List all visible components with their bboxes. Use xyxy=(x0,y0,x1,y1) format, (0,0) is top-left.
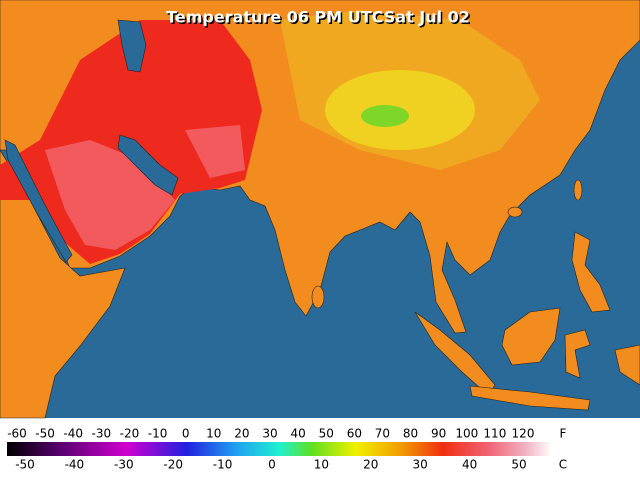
fahrenheit-label: 70 xyxy=(375,427,390,441)
new-guinea xyxy=(614,344,640,386)
fahrenheit-label: 80 xyxy=(403,427,418,441)
title: Temperature 06 PM UTCSat Jul 02 xyxy=(166,8,470,27)
unit-f: F xyxy=(560,427,567,441)
borneo xyxy=(501,307,561,366)
philippines xyxy=(571,231,611,313)
celsius-label: -50 xyxy=(15,458,35,472)
fahrenheit-label: -60 xyxy=(7,427,27,441)
celsius-label: 50 xyxy=(511,458,526,472)
celsius-label: 30 xyxy=(413,458,428,472)
fahrenheit-label: -30 xyxy=(92,427,112,441)
fahrenheit-label: -50 xyxy=(35,427,55,441)
taiwan xyxy=(573,179,583,201)
fahrenheit-label: 110 xyxy=(483,427,506,441)
persian-gulf xyxy=(117,134,179,196)
hottest-region xyxy=(45,125,245,250)
fahrenheit-label: 20 xyxy=(234,427,249,441)
map: Temperature 06 PM UTCSat Jul 02 Temperat… xyxy=(0,0,640,419)
fahrenheit-label: 30 xyxy=(262,427,277,441)
fahrenheit-label: 10 xyxy=(206,427,221,441)
celsius-label: -20 xyxy=(163,458,183,472)
africa xyxy=(0,149,126,419)
sulawesi xyxy=(564,329,591,379)
celsius-label: 20 xyxy=(363,458,378,472)
celsius-label: 0 xyxy=(268,458,276,472)
fahrenheit-label: 0 xyxy=(182,427,190,441)
color-legend: F C -60 -50 -40 -30 -20 -10 0 10 20 30 40 50 60 70 80 9… xyxy=(7,427,567,472)
red-sea xyxy=(4,139,73,263)
java xyxy=(469,385,591,411)
fahrenheit-label: -10 xyxy=(148,427,168,441)
cool-region xyxy=(361,105,409,127)
fahrenheit-label: 100 xyxy=(455,427,478,441)
fahrenheit-label: 60 xyxy=(347,427,362,441)
title-shadow: Temperature 06 PM UTCSat Jul 02 xyxy=(168,9,472,28)
fahrenheit-label: -20 xyxy=(120,427,140,441)
color-scale xyxy=(7,442,552,456)
fahrenheit-label: 120 xyxy=(512,427,535,441)
unit-c: C xyxy=(559,458,567,472)
fahrenheit-label: 40 xyxy=(290,427,305,441)
celsius-label: 10 xyxy=(314,458,329,472)
celsius-label: -30 xyxy=(114,458,134,472)
celsius-label: -40 xyxy=(65,458,85,472)
caspian-sea xyxy=(117,19,147,73)
fahrenheit-label: -40 xyxy=(63,427,83,441)
celsius-label: -10 xyxy=(213,458,233,472)
fahrenheit-label: 90 xyxy=(431,427,446,441)
celsius-label: 40 xyxy=(462,458,477,472)
fahrenheit-label: 50 xyxy=(319,427,334,441)
hainan xyxy=(507,206,523,218)
sri-lanka xyxy=(311,285,325,309)
